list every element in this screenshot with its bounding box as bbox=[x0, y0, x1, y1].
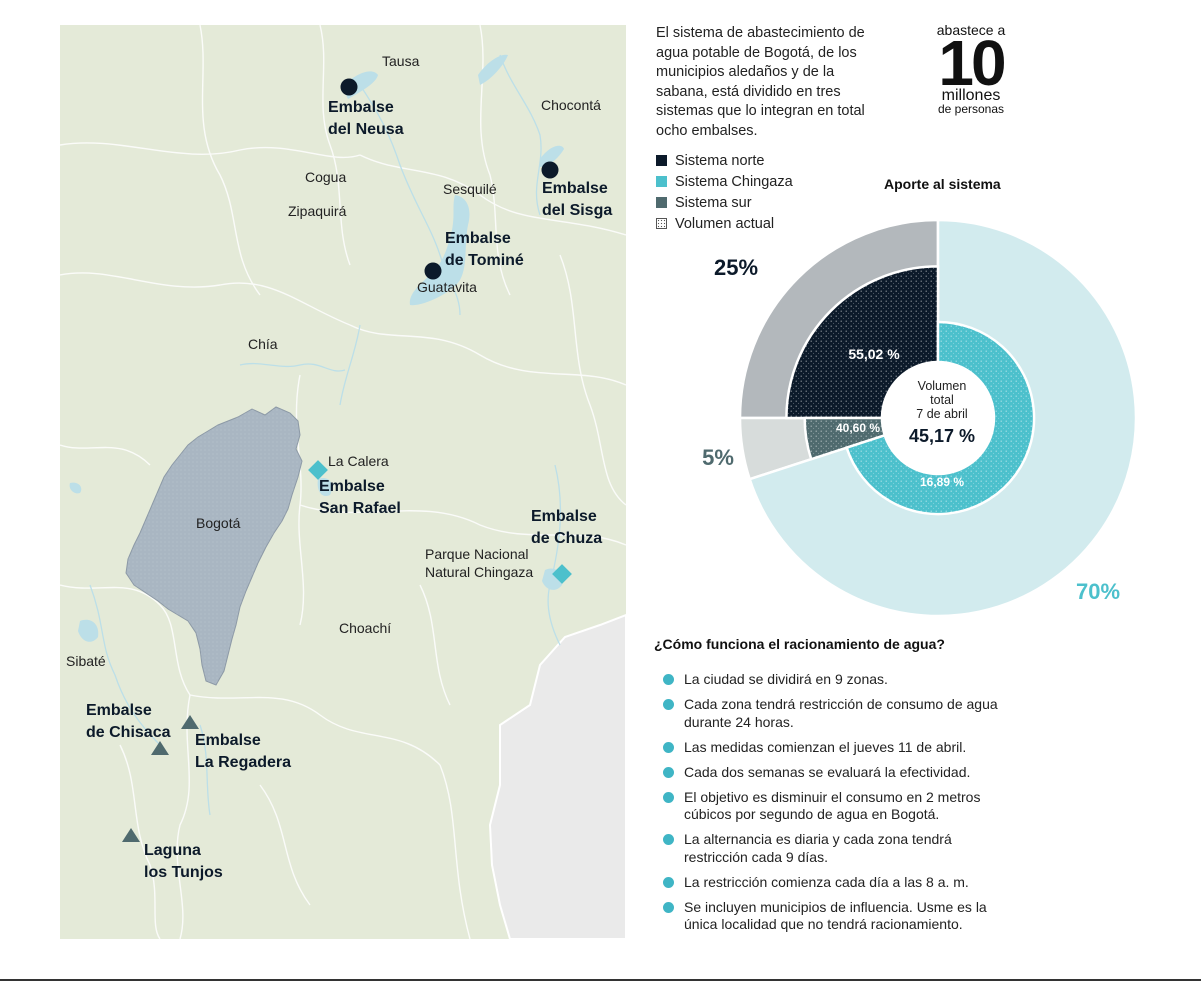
bullet-icon bbox=[663, 791, 674, 803]
legend-item-chingaza: Sistema Chingaza bbox=[656, 171, 793, 192]
faq-item: Se incluyen municipios de influencia. Us… bbox=[662, 899, 1002, 934]
faq-item: Cada dos semanas se evaluará la efectivi… bbox=[662, 764, 1002, 782]
bogota-dots bbox=[126, 407, 302, 685]
town-label: Chía bbox=[248, 336, 278, 352]
bullet-icon bbox=[663, 834, 674, 845]
faq-title: ¿Cómo funciona el racionamiento de agua? bbox=[654, 636, 945, 652]
center-value: 45,17 % bbox=[909, 426, 975, 446]
town-label: Parque Nacional Natural Chingaza bbox=[425, 546, 534, 580]
faq-item: El objetivo es disminuir el consumo en 2… bbox=[662, 789, 1002, 824]
triangle-icon bbox=[122, 828, 140, 842]
town-label: Sibaté bbox=[66, 653, 106, 669]
bottom-rule bbox=[0, 979, 1201, 981]
diamond-icon bbox=[308, 460, 328, 480]
legend-label: Sistema sur bbox=[675, 194, 752, 211]
legend-item-volumen: Volumen actual bbox=[656, 213, 793, 234]
share-label-sur: 5% bbox=[702, 445, 734, 470]
triangle-icon bbox=[151, 741, 169, 755]
bullet-icon bbox=[663, 699, 674, 710]
town-label: Chocontá bbox=[541, 97, 601, 113]
volume-texture-sur bbox=[804, 418, 885, 460]
population-stat: abastece a 10 millones de personas bbox=[926, 22, 1016, 116]
center-line1: Volumen bbox=[918, 379, 967, 393]
boundaries bbox=[60, 25, 626, 939]
circle-icon bbox=[541, 161, 559, 179]
legend-label: Sistema Chingaza bbox=[675, 173, 793, 190]
reservoir-label: Embalse de Tominé bbox=[445, 230, 524, 269]
reservoir-label: Embalse de Chuza bbox=[531, 508, 603, 547]
volume-label-norte: 55,02 % bbox=[848, 346, 900, 362]
faq-item: La alternancia es diaria y cada zona ten… bbox=[662, 831, 1002, 866]
legend-item-sur: Sistema sur bbox=[656, 192, 793, 213]
share-label-norte: 25% bbox=[714, 255, 758, 280]
faq-item: La ciudad se dividirá en 9 zonas. bbox=[662, 671, 1002, 689]
rivers bbox=[89, 54, 562, 816]
legend-swatch bbox=[656, 155, 667, 166]
town-label: Zipaquirá bbox=[288, 203, 347, 219]
town-label: Tausa bbox=[382, 53, 420, 69]
volume-label-sur: 40,60 % bbox=[836, 421, 880, 435]
legend-label: Sistema norte bbox=[675, 152, 765, 169]
bullet-icon bbox=[663, 741, 674, 753]
legend-item-norte: Sistema norte bbox=[656, 150, 793, 171]
faq-item: Cada zona tendrá restricción de consumo … bbox=[662, 696, 1002, 731]
reservoir-label: Embalse del Neusa bbox=[328, 99, 404, 138]
town-label: Bogotá bbox=[196, 515, 241, 531]
chart-title: Aporte al sistema bbox=[884, 176, 1001, 192]
legend-label: Volumen actual bbox=[675, 215, 775, 232]
reservoir-label: Embalse La Regadera bbox=[195, 732, 292, 771]
circle-icon bbox=[340, 78, 358, 96]
volume-texture-norte bbox=[786, 266, 938, 418]
town-label: Guatavita bbox=[417, 279, 477, 295]
bullet-icon bbox=[663, 674, 674, 685]
neighbour-region bbox=[488, 613, 626, 939]
reservoir-label: Embalse del Sisga bbox=[542, 180, 613, 219]
volume-texture-chingaza bbox=[846, 321, 1035, 515]
legend-swatch bbox=[656, 176, 667, 187]
legend-swatch bbox=[656, 218, 667, 229]
intro-text: El sistema de abastecimiento de agua pot… bbox=[656, 25, 865, 139]
volume-label-chingaza: 16,89 % bbox=[920, 475, 964, 489]
faq-item: La restricción comienza cada día a las 8… bbox=[662, 874, 1002, 892]
circle-icon bbox=[424, 262, 442, 280]
bullet-icon bbox=[663, 766, 674, 778]
town-label: Cogua bbox=[305, 169, 347, 185]
center-line3: 7 de abril bbox=[916, 407, 967, 421]
reservoir-label: Laguna los Tunjos bbox=[144, 842, 223, 881]
water-bodies bbox=[69, 54, 564, 642]
donut-hole bbox=[882, 362, 994, 474]
stat-prefix: abastece a bbox=[936, 22, 1006, 38]
reservoir-label: Embalse San Rafael bbox=[319, 478, 401, 517]
faq-item: Las medidas comienzan el jueves 11 de ab… bbox=[662, 739, 1002, 757]
donut-chart: 25% 5% 70% 55,02 % 40,60 % 16,89 % Volumentota… bbox=[702, 218, 1138, 618]
reservoir-label: Embalse de Chisaca bbox=[86, 702, 171, 741]
map-base bbox=[60, 25, 626, 939]
bullet-icon bbox=[663, 901, 674, 913]
center-line2: total bbox=[930, 393, 954, 407]
legend-swatch bbox=[656, 197, 667, 208]
triangle-icon bbox=[181, 715, 199, 729]
stat-unit: millones bbox=[941, 87, 1001, 104]
town-label: Choachí bbox=[339, 620, 392, 636]
legend: Sistema norte Sistema Chingaza Sistema s… bbox=[656, 150, 793, 234]
stat-suffix: de personas bbox=[937, 102, 1005, 116]
bullet-icon bbox=[663, 876, 674, 888]
faq-list: La ciudad se dividirá en 9 zonas. Cada z… bbox=[662, 671, 1002, 941]
town-label: La Calera bbox=[328, 453, 389, 469]
map: Tausa Chocontá Cogua Sesquilé Zipaquirá … bbox=[60, 25, 626, 939]
stat-number: 10 bbox=[938, 27, 1006, 99]
share-label-chingaza: 70% bbox=[1076, 579, 1120, 604]
town-label: Sesquilé bbox=[443, 181, 497, 197]
